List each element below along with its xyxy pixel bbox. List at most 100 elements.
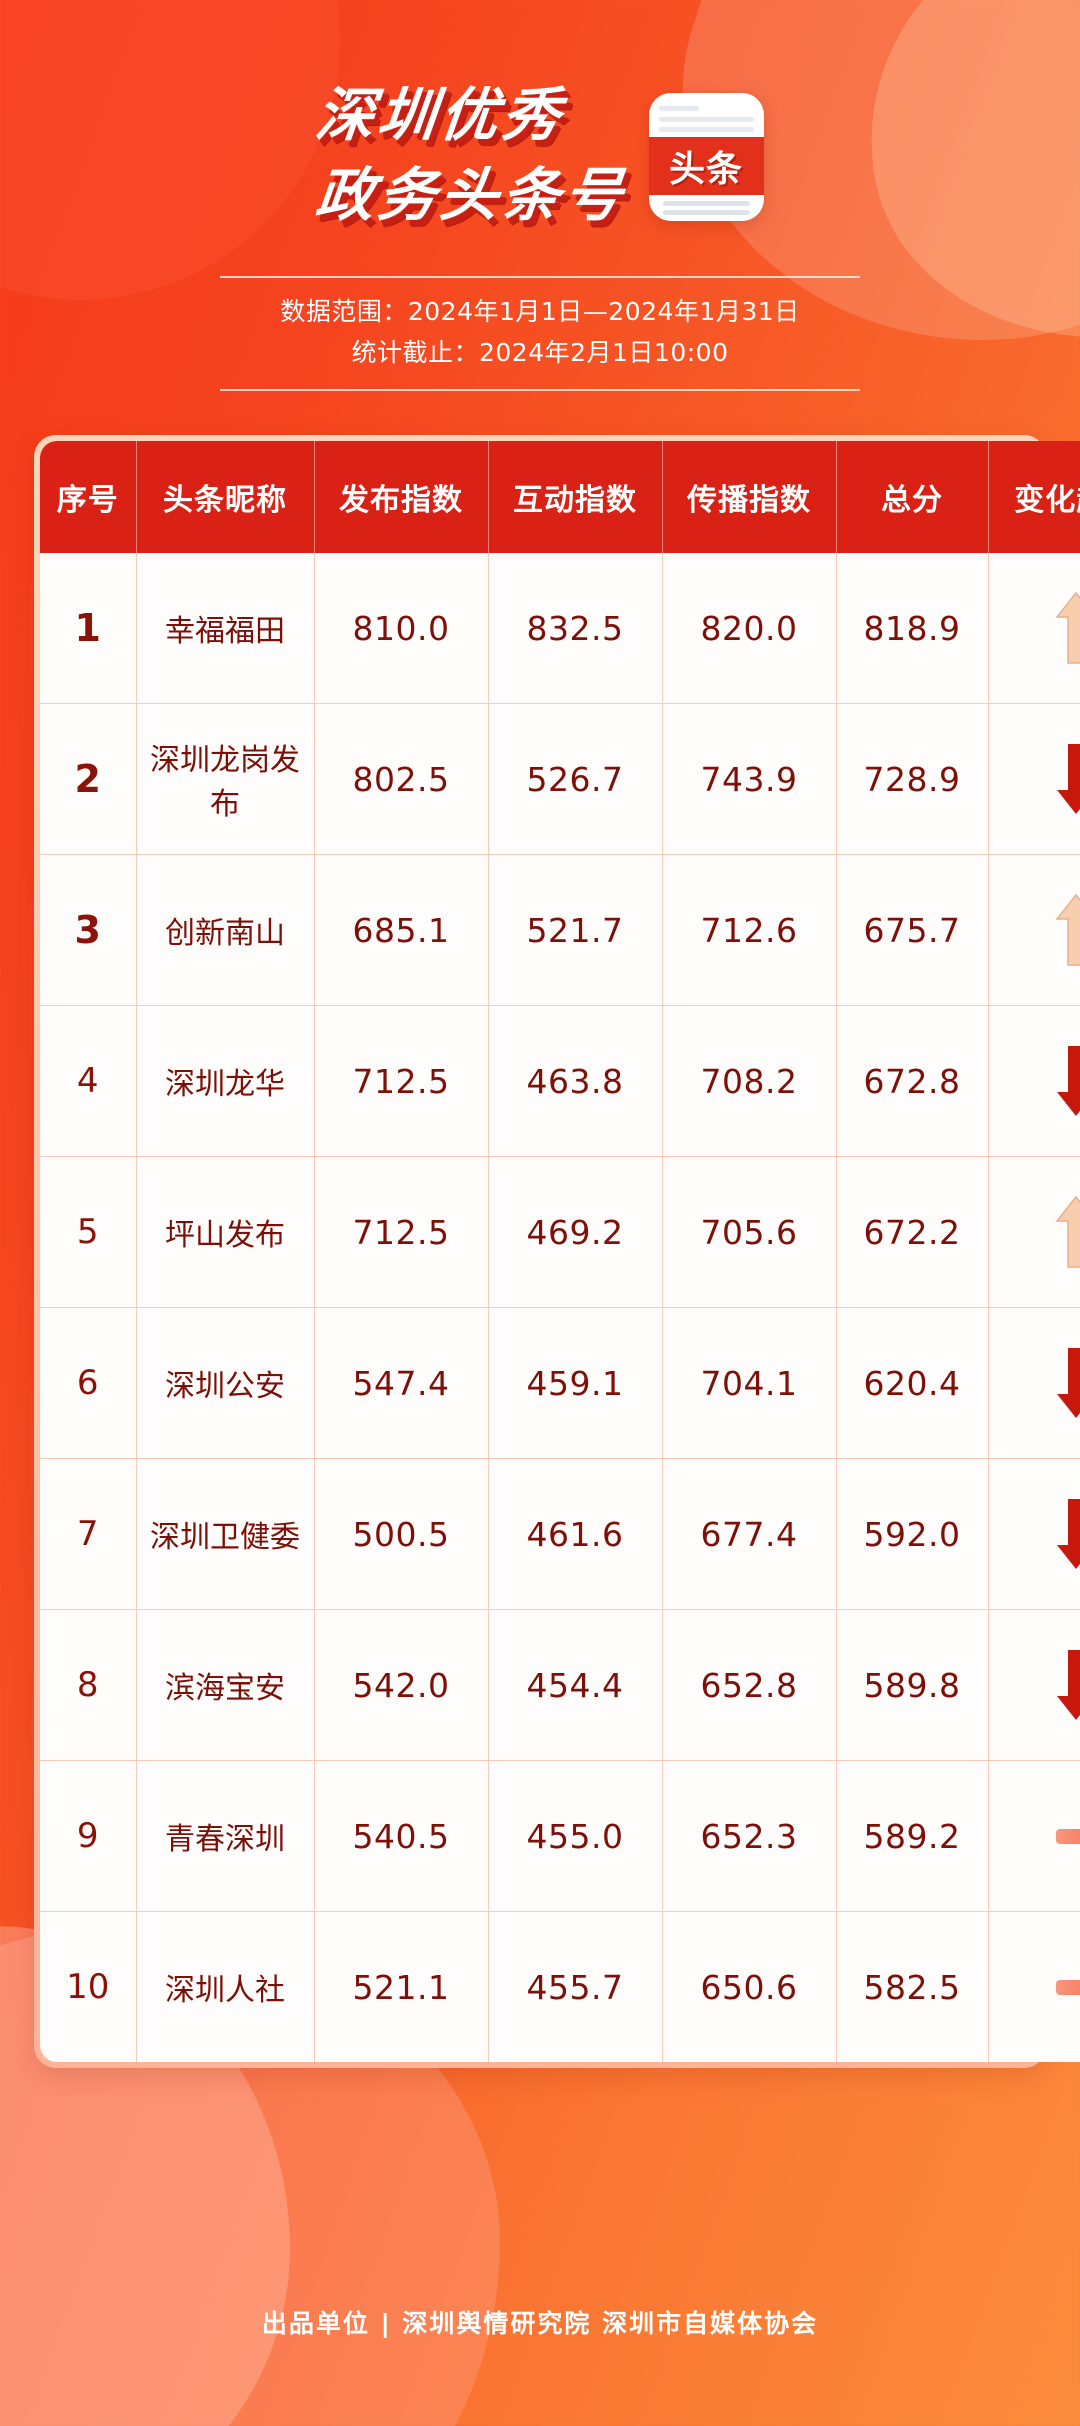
cell-rank: 9: [40, 1760, 137, 1913]
col-header-interact: 互动指数: [488, 441, 663, 554]
cell-trend: [988, 1005, 1080, 1158]
col-header-publish: 发布指数: [314, 441, 489, 554]
trend-down-icon: [990, 1007, 1080, 1155]
toutiao-app-icon: 头条: [648, 93, 764, 222]
meta-block: 数据范围：2024年1月1日—2024年1月31日 统计截止：2024年2月1日…: [220, 276, 860, 392]
logo-line-3: [658, 127, 754, 133]
col-header-name: 头条昵称: [136, 441, 315, 554]
cell-publish-index: 547.4: [314, 1307, 489, 1460]
cell-spread-index: 820.0: [662, 553, 837, 705]
col-header-total: 总分: [836, 441, 989, 554]
cell-total-score: 728.9: [836, 703, 989, 856]
cell-name: 深圳龙岗发布: [136, 703, 315, 856]
trend-flat-icon: [990, 1762, 1080, 1910]
cell-publish-index: 712.5: [314, 1156, 489, 1309]
cell-spread-index: 650.6: [662, 1911, 837, 2063]
cell-total-score: 675.7: [836, 854, 989, 1007]
col-header-trend: 变化趋势: [988, 441, 1080, 554]
ranking-table-card: 序号 头条昵称 发布指数 互动指数 传播指数 总分 变化趋势 1幸福福田810.…: [34, 435, 1080, 2069]
table-header: 序号 头条昵称 发布指数 互动指数 传播指数 总分 变化趋势: [40, 441, 1080, 554]
logo-line-2: [658, 117, 754, 123]
trend-down-icon: [990, 1611, 1080, 1759]
cell-rank: 5: [40, 1156, 137, 1309]
col-header-spread: 传播指数: [662, 441, 837, 554]
cell-interact-index: 459.1: [488, 1307, 663, 1460]
cell-name: 滨海宝安: [136, 1609, 315, 1762]
cell-name: 幸福福田: [136, 553, 315, 705]
cell-interact-index: 469.2: [488, 1156, 663, 1309]
cell-publish-index: 712.5: [314, 1005, 489, 1158]
cell-name: 深圳龙华: [136, 1005, 315, 1158]
col-header-rank: 序号: [40, 441, 137, 554]
table-row: 3 创新南山 685.1 521.7 712.6 675.7: [40, 854, 1080, 1007]
cell-rank: 8: [40, 1609, 137, 1762]
cell-rank: 10: [40, 1911, 137, 2063]
table-row: 2 深圳龙岗发布 802.5 526.7 743.9 728.9: [40, 703, 1080, 856]
page-title-line2: 政务头条号: [312, 161, 631, 230]
cell-name: 深圳人社: [136, 1911, 315, 2063]
cell-rank: 4: [40, 1005, 137, 1158]
trend-up-icon: [990, 856, 1080, 1004]
trend-up-icon: [990, 1158, 1080, 1306]
cell-spread-index: 652.8: [662, 1609, 837, 1762]
cell-publish-index: 802.5: [314, 703, 489, 856]
cell-spread-index: 704.1: [662, 1307, 837, 1460]
cell-trend: [988, 1458, 1080, 1611]
table-row: 6 深圳公安 547.4 459.1 704.1 620.4: [40, 1307, 1080, 1460]
cell-interact-index: 455.7: [488, 1911, 663, 2063]
cell-trend: [988, 854, 1080, 1007]
cell-publish-index: 521.1: [314, 1911, 489, 2063]
trend-down-icon: [990, 705, 1080, 853]
cell-total-score: 582.5: [836, 1911, 989, 2063]
cell-spread-index: 743.9: [662, 703, 837, 856]
ranking-table: 序号 头条昵称 发布指数 互动指数 传播指数 总分 变化趋势 1幸福福田810.…: [40, 441, 1080, 2063]
page-title-line1: 深圳优秀: [312, 81, 569, 149]
cell-spread-index: 708.2: [662, 1005, 837, 1158]
table-row: 8 滨海宝安 542.0 454.4 652.8 589.8: [40, 1609, 1080, 1762]
cell-publish-index: 500.5: [314, 1458, 489, 1611]
cell-trend: [988, 553, 1080, 705]
cell-trend: [988, 1912, 1080, 2063]
logo-core: 头条: [648, 137, 764, 196]
cell-name: 青春深圳: [136, 1760, 315, 1913]
table-header-row: 序号 头条昵称 发布指数 互动指数 传播指数 总分 变化趋势: [40, 441, 1080, 554]
logo-line-1: [658, 106, 699, 112]
cell-rank: 7: [40, 1458, 137, 1611]
logo-label: 头条: [668, 149, 743, 191]
cell-name: 深圳卫健委: [136, 1458, 315, 1611]
cell-rank: 6: [40, 1307, 137, 1460]
cell-rank: 3: [40, 854, 137, 1007]
table-row: 1 幸福福田 810.0 832.5 820.0 818.9: [40, 553, 1080, 705]
table-body: 1 幸福福田 810.0 832.5 820.0 818.9 2 深圳龙岗发布 802.5 526…: [40, 553, 1080, 2063]
cell-rank: 2: [40, 703, 137, 856]
cell-total-score: 620.4: [836, 1307, 989, 1460]
table-row: 9 青春深圳 540.5 455.0 652.3 589.2: [40, 1760, 1080, 1913]
cell-interact-index: 521.7: [488, 854, 663, 1007]
cell-total-score: 589.2: [836, 1760, 989, 1913]
cell-total-score: 589.8: [836, 1609, 989, 1762]
cell-trend: [988, 1760, 1080, 1913]
table-row: 10 深圳人社 521.1 455.7 650.6 582.5: [40, 1911, 1080, 2063]
footer: 出品单位 | 深圳舆情研究院 深圳市自媒体协会: [0, 2304, 1080, 2340]
logo-line-5: [662, 210, 750, 216]
cutoff-text: 统计截止：2024年2月1日10:00: [351, 337, 729, 367]
cell-publish-index: 810.0: [314, 553, 489, 705]
cell-spread-index: 712.6: [662, 854, 837, 1007]
cell-interact-index: 461.6: [488, 1458, 663, 1611]
header: 深圳优秀 政务头条号 头条: [0, 0, 1080, 232]
cell-interact-index: 455.0: [488, 1760, 663, 1913]
trend-down-icon: [990, 1460, 1080, 1608]
footer-credit: 出品单位 | 深圳舆情研究院 深圳市自媒体协会: [261, 2309, 819, 2338]
cell-total-score: 672.8: [836, 1005, 989, 1158]
cell-spread-index: 677.4: [662, 1458, 837, 1611]
table-row: 5 坪山发布 712.5 469.2 705.6 672.2: [40, 1156, 1080, 1309]
trend-down-icon: [990, 1309, 1080, 1457]
cell-interact-index: 463.8: [488, 1005, 663, 1158]
cell-total-score: 672.2: [836, 1156, 989, 1309]
cell-total-score: 818.9: [836, 553, 989, 705]
title-block: 深圳优秀 政务头条号: [312, 78, 630, 232]
cell-total-score: 592.0: [836, 1458, 989, 1611]
cell-spread-index: 652.3: [662, 1760, 837, 1913]
data-range-text: 数据范围：2024年1月1日—2024年1月31日: [280, 297, 800, 327]
cell-publish-index: 685.1: [314, 854, 489, 1007]
